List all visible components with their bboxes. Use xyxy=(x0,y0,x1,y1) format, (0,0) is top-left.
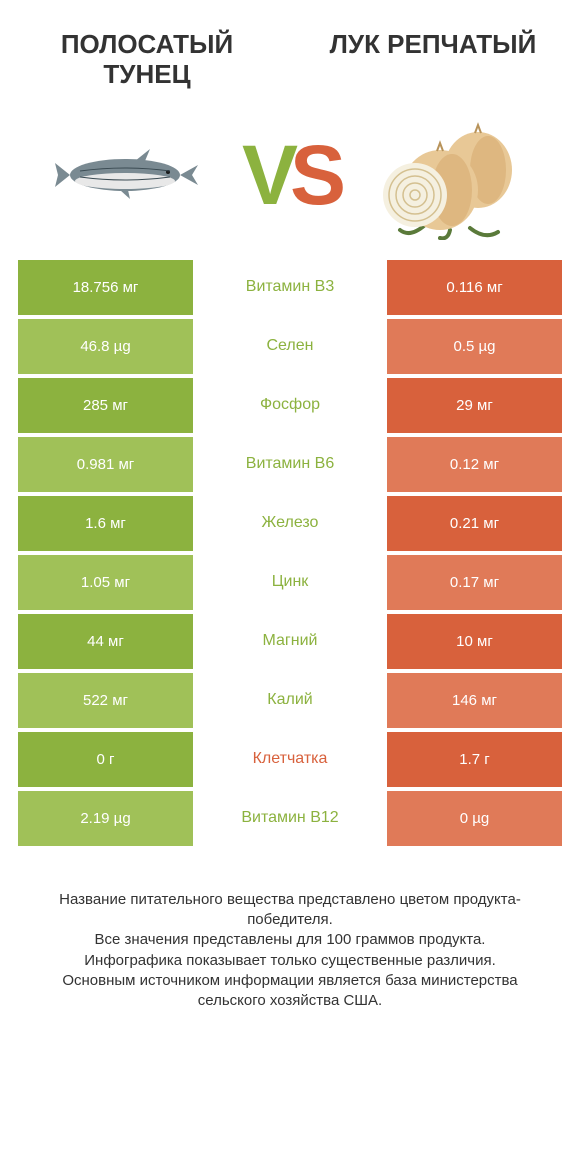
nutrient-label: Витамин B6 xyxy=(193,437,387,492)
value-left: 1.05 мг xyxy=(18,555,193,610)
title-left: ПОЛОСАТЫЙ ТУНЕЦ xyxy=(30,30,264,90)
value-left: 0 г xyxy=(18,732,193,787)
value-right: 0.5 µg xyxy=(387,319,562,374)
table-row: 18.756 мгВитамин B30.116 мг xyxy=(18,260,562,315)
titles-row: ПОЛОСАТЫЙ ТУНЕЦ ЛУК РЕПЧАТЫЙ xyxy=(0,0,580,100)
title-right: ЛУК РЕПЧАТЫЙ xyxy=(316,30,550,90)
nutrient-label: Витамин B3 xyxy=(193,260,387,315)
footer-line: Основным источником информации является … xyxy=(30,971,550,1012)
value-left: 522 мг xyxy=(18,673,193,728)
value-right: 0 µg xyxy=(387,791,562,846)
value-left: 0.981 мг xyxy=(18,437,193,492)
value-right: 29 мг xyxy=(387,378,562,433)
nutrient-label: Железо xyxy=(193,496,387,551)
value-right: 0.21 мг xyxy=(387,496,562,551)
value-right: 0.17 мг xyxy=(387,555,562,610)
table-row: 1.05 мгЦинк0.17 мг xyxy=(18,555,562,610)
nutrient-label: Калий xyxy=(193,673,387,728)
value-left: 46.8 µg xyxy=(18,319,193,374)
value-right: 0.12 мг xyxy=(387,437,562,492)
value-left: 2.19 µg xyxy=(18,791,193,846)
nutrient-label: Фосфор xyxy=(193,378,387,433)
value-left: 1.6 мг xyxy=(18,496,193,551)
footer-text: Название питательного вещества представл… xyxy=(0,850,580,1032)
infographic-container: ПОЛОСАТЫЙ ТУНЕЦ ЛУК РЕПЧАТЫЙ VS xyxy=(0,0,580,1174)
footer-line: Все значения представлены для 100 граммо… xyxy=(30,930,550,950)
table-row: 285 мгФосфор29 мг xyxy=(18,378,562,433)
tuna-icon xyxy=(50,115,210,235)
onion-icon xyxy=(370,115,530,235)
footer-line: Инфографика показывает только существенн… xyxy=(30,951,550,971)
hero-row: VS xyxy=(0,100,580,260)
vs-label: VS xyxy=(242,133,338,217)
value-left: 44 мг xyxy=(18,614,193,669)
value-left: 285 мг xyxy=(18,378,193,433)
vs-v: V xyxy=(242,128,290,222)
table-row: 0.981 мгВитамин B60.12 мг xyxy=(18,437,562,492)
table-row: 44 мгМагний10 мг xyxy=(18,614,562,669)
value-right: 0.116 мг xyxy=(387,260,562,315)
value-left: 18.756 мг xyxy=(18,260,193,315)
nutrient-label: Магний xyxy=(193,614,387,669)
table-row: 1.6 мгЖелезо0.21 мг xyxy=(18,496,562,551)
value-right: 146 мг xyxy=(387,673,562,728)
table-row: 0 гКлетчатка1.7 г xyxy=(18,732,562,787)
nutrient-label: Витамин B12 xyxy=(193,791,387,846)
nutrient-label: Клетчатка xyxy=(193,732,387,787)
table-row: 46.8 µgСелен0.5 µg xyxy=(18,319,562,374)
table-row: 2.19 µgВитамин B120 µg xyxy=(18,791,562,846)
value-right: 10 мг xyxy=(387,614,562,669)
nutrient-label: Селен xyxy=(193,319,387,374)
value-right: 1.7 г xyxy=(387,732,562,787)
comparison-table: 18.756 мгВитамин B30.116 мг46.8 µgСелен0… xyxy=(0,260,580,850)
table-row: 522 мгКалий146 мг xyxy=(18,673,562,728)
footer-line: Название питательного вещества представл… xyxy=(30,890,550,931)
nutrient-label: Цинк xyxy=(193,555,387,610)
vs-s: S xyxy=(290,128,338,222)
